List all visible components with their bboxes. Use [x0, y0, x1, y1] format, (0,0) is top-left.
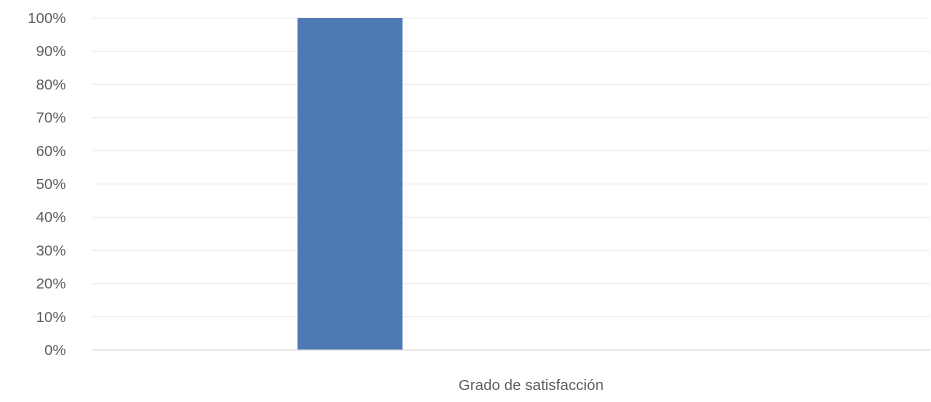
y-tick-label: 50% [36, 176, 66, 193]
y-axis-ticks: 0% 10% 20% 30% 40% 50% 60% 70% 80% 90% 100% [28, 10, 66, 359]
y-tick-label: 30% [36, 242, 66, 259]
gridlines [92, 17, 930, 318]
y-tick-label: 40% [36, 209, 66, 226]
x-axis-title: Grado de satisfacción [458, 377, 603, 394]
y-tick-label: 90% [36, 43, 66, 60]
y-tick-label: 0% [44, 342, 66, 359]
y-tick-label: 100% [28, 10, 66, 27]
y-tick-label: 80% [36, 76, 66, 93]
bar [297, 18, 403, 350]
y-tick-label: 70% [36, 110, 66, 127]
bars [297, 18, 403, 350]
y-tick-label: 20% [36, 276, 66, 293]
y-tick-label: 60% [36, 143, 66, 160]
y-tick-label: 10% [36, 309, 66, 326]
